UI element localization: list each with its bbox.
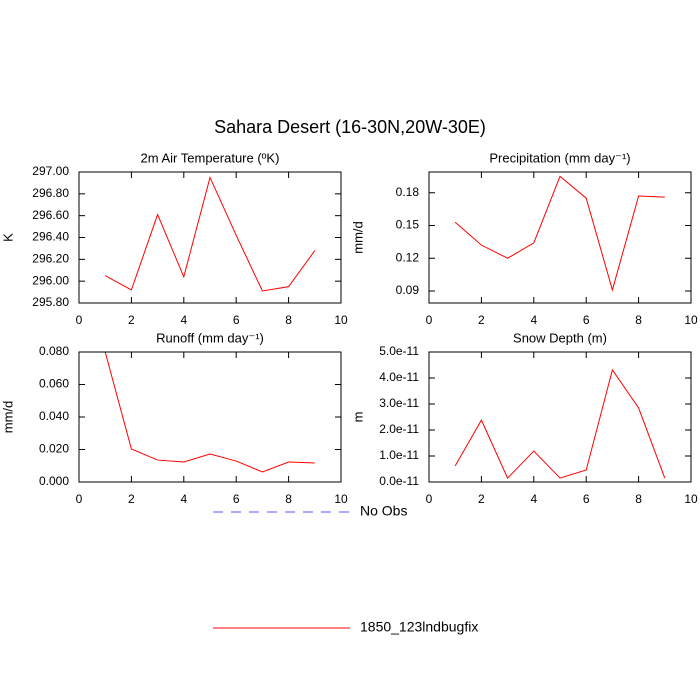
legend-label: No Obs: [360, 503, 407, 519]
x-tick-label: 10: [334, 492, 348, 506]
x-tick-label: 10: [334, 313, 348, 327]
x-tick-label: 4: [180, 313, 187, 327]
y-tick-label: 296.80: [32, 186, 69, 200]
y-axis-label: K: [0, 233, 15, 242]
x-tick-label: 2: [128, 492, 135, 506]
plot-frame: [428, 351, 692, 483]
y-tick-label: 296.40: [32, 230, 69, 244]
x-tick-label: 2: [478, 492, 485, 506]
x-tick-label: 4: [180, 492, 187, 506]
x-tick-label: 0: [76, 492, 83, 506]
y-tick-label: 4.0e-11: [379, 370, 419, 384]
data-line: [104, 175, 316, 292]
y-tick-label: 2.0e-11: [379, 422, 419, 436]
panel-title: 2m Air Temperature (ºK): [141, 150, 280, 165]
y-tick-label: 3.0e-11: [379, 396, 419, 410]
y-axis-label: m: [350, 412, 365, 423]
x-tick-label: 0: [76, 313, 83, 327]
panel-title: Runoff (mm day⁻¹): [156, 330, 264, 345]
x-tick-label: 4: [530, 492, 537, 506]
main-title: Sahara Desert (16-30N,20W-30E): [214, 117, 486, 137]
y-tick-label: 0.060: [39, 377, 69, 391]
y-tick-label: 297.00: [32, 164, 69, 178]
x-tick-label: 8: [635, 313, 642, 327]
data-line: [454, 175, 665, 292]
y-tick-label: 0.0e-11: [379, 474, 419, 488]
legend-label: 1850_123lndbugfix: [360, 619, 478, 635]
x-tick-label: 6: [233, 492, 240, 506]
plot-frame: [428, 171, 692, 304]
y-tick-label: 0.18: [396, 185, 420, 199]
x-tick-label: 0: [426, 313, 433, 327]
y-tick-label: 0.09: [396, 283, 420, 297]
y-tick-label: 0.080: [39, 344, 69, 358]
y-tick-label: 0.040: [39, 409, 69, 423]
y-tick-label: 1.0e-11: [379, 448, 419, 462]
x-tick-label: 4: [530, 313, 537, 327]
y-tick-label: 0.12: [396, 250, 420, 264]
y-tick-label: 296.20: [32, 252, 69, 266]
plot-frame: [78, 171, 342, 304]
x-tick-label: 8: [285, 492, 292, 506]
y-tick-label: 295.80: [32, 295, 69, 309]
x-tick-label: 6: [233, 313, 240, 327]
plot-frame: [78, 351, 342, 483]
panel-title: Snow Depth (m): [513, 330, 607, 345]
x-tick-label: 2: [478, 313, 485, 327]
x-tick-label: 10: [684, 313, 698, 327]
data-line: [104, 351, 315, 473]
x-tick-label: 6: [583, 492, 590, 506]
y-axis-label: mm/d: [350, 221, 365, 254]
x-tick-label: 8: [635, 492, 642, 506]
y-axis-label: mm/d: [0, 401, 15, 434]
y-tick-label: 0.15: [396, 218, 420, 232]
x-tick-label: 6: [583, 313, 590, 327]
y-tick-label: 0.000: [39, 474, 69, 488]
data-line: [454, 368, 666, 479]
y-tick-label: 296.60: [32, 208, 69, 222]
panel-title: Precipitation (mm day⁻¹): [489, 150, 630, 165]
x-tick-label: 2: [128, 313, 135, 327]
x-tick-label: 0: [426, 492, 433, 506]
x-tick-label: 8: [285, 313, 292, 327]
y-tick-label: 296.00: [32, 273, 69, 287]
x-tick-label: 10: [684, 492, 698, 506]
y-tick-label: 5.0e-11: [379, 344, 419, 358]
y-tick-label: 0.020: [39, 442, 69, 456]
